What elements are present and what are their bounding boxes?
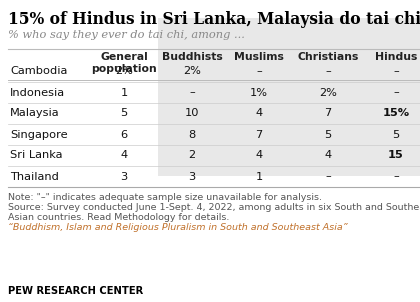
Text: 2%: 2% bbox=[115, 66, 133, 76]
Text: 6: 6 bbox=[121, 130, 128, 140]
Bar bbox=[158, 18, 420, 176]
Text: 4: 4 bbox=[324, 150, 331, 160]
Text: 2%: 2% bbox=[183, 66, 201, 76]
Text: Buddhists: Buddhists bbox=[162, 52, 222, 62]
Text: 10: 10 bbox=[185, 108, 199, 118]
Text: 15% of Hindus in Sri Lanka, Malaysia do tai chi: 15% of Hindus in Sri Lanka, Malaysia do … bbox=[8, 11, 420, 28]
Text: 1%: 1% bbox=[250, 88, 268, 98]
Text: Source: Survey conducted June 1-Sept. 4, 2022, among adults in six South and Sou: Source: Survey conducted June 1-Sept. 4,… bbox=[8, 203, 420, 212]
Text: “Buddhism, Islam and Religious Pluralism in South and Southeast Asia”: “Buddhism, Islam and Religious Pluralism… bbox=[8, 223, 348, 232]
Text: –: – bbox=[325, 172, 331, 182]
Text: 4: 4 bbox=[255, 150, 262, 160]
Text: Hindus: Hindus bbox=[375, 52, 417, 62]
Text: 7: 7 bbox=[324, 108, 332, 118]
Text: 8: 8 bbox=[189, 130, 196, 140]
Text: 3: 3 bbox=[121, 172, 128, 182]
Text: –: – bbox=[189, 88, 195, 98]
Text: Cambodia: Cambodia bbox=[10, 66, 67, 76]
Text: 5: 5 bbox=[324, 130, 332, 140]
Text: PEW RESEARCH CENTER: PEW RESEARCH CENTER bbox=[8, 286, 143, 296]
Text: 7: 7 bbox=[255, 130, 262, 140]
Text: 15%: 15% bbox=[383, 108, 410, 118]
Text: 5: 5 bbox=[392, 130, 399, 140]
Text: Muslims: Muslims bbox=[234, 52, 284, 62]
Text: Thailand: Thailand bbox=[10, 172, 59, 182]
Text: –: – bbox=[393, 172, 399, 182]
Text: Malaysia: Malaysia bbox=[10, 108, 60, 118]
Text: 5: 5 bbox=[121, 108, 128, 118]
Text: –: – bbox=[393, 66, 399, 76]
Text: 1: 1 bbox=[121, 88, 128, 98]
Text: 1: 1 bbox=[255, 172, 262, 182]
Text: General
population: General population bbox=[91, 52, 157, 74]
Text: 4: 4 bbox=[121, 150, 128, 160]
Text: Singapore: Singapore bbox=[10, 130, 68, 140]
Text: –: – bbox=[325, 66, 331, 76]
Text: 4: 4 bbox=[255, 108, 262, 118]
Text: –: – bbox=[256, 66, 262, 76]
Text: Asian countries. Read Methodology for details.: Asian countries. Read Methodology for de… bbox=[8, 213, 229, 222]
Text: % who say they ever do tai chi, among ...: % who say they ever do tai chi, among ..… bbox=[8, 30, 245, 40]
Text: Sri Lanka: Sri Lanka bbox=[10, 150, 63, 160]
Text: 15: 15 bbox=[388, 150, 404, 160]
Text: Note: "–" indicates adequate sample size unavailable for analysis.: Note: "–" indicates adequate sample size… bbox=[8, 193, 322, 202]
Text: Indonesia: Indonesia bbox=[10, 88, 65, 98]
Text: 3: 3 bbox=[189, 172, 196, 182]
Text: –: – bbox=[393, 88, 399, 98]
Text: Christians: Christians bbox=[297, 52, 359, 62]
Text: 2: 2 bbox=[189, 150, 196, 160]
Text: 2%: 2% bbox=[319, 88, 337, 98]
